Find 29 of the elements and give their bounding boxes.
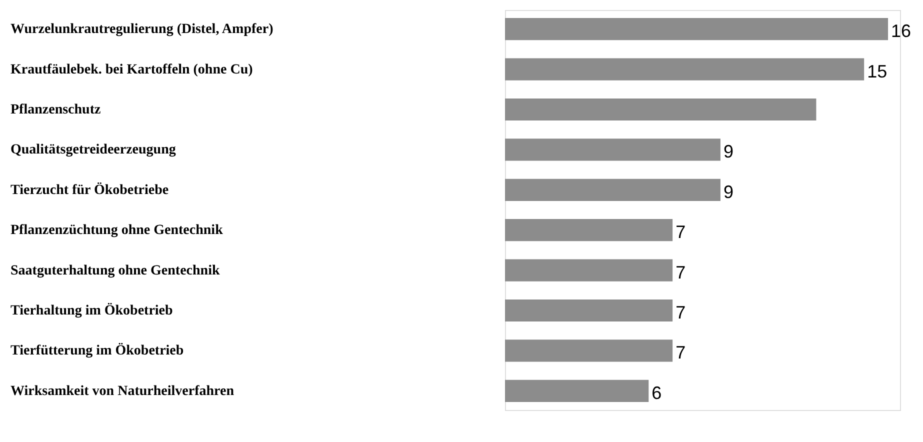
bar xyxy=(505,58,864,80)
data-label: 9 xyxy=(723,182,734,202)
y-tick-label: Wirksamkeit von Naturheilverfahren xyxy=(10,384,234,399)
data-label: 7 xyxy=(676,302,686,323)
bar xyxy=(505,18,888,40)
y-tick-label: Pflanzenschutz xyxy=(10,102,101,118)
y-tick-label: Tierfütterung im Ökobetrieb xyxy=(10,342,184,359)
y-tick-label: Krautfäulebek. bei Kartoffeln (ohne Cu) xyxy=(10,62,254,78)
y-tick-label: Pflanzenzüchtung ohne Gentechnik xyxy=(10,223,224,238)
bar xyxy=(505,178,720,201)
bar xyxy=(505,138,720,161)
bar xyxy=(505,98,816,121)
data-label: 7 xyxy=(676,262,686,282)
data-label: 7 xyxy=(676,222,686,242)
data-label: 9 xyxy=(723,142,734,162)
data-label: 6 xyxy=(652,382,662,403)
data-label: 16 xyxy=(891,21,912,42)
y-tick-label: Wurzelunkrautregulierung (Distel, Ampfer) xyxy=(10,22,274,38)
data-label: 15 xyxy=(867,61,888,82)
data-label: 7 xyxy=(676,342,686,363)
y-tick-label: Qualitätsgetreideerzeugung xyxy=(10,142,176,158)
y-tick-label: Tierzucht für Ökobetriebe xyxy=(10,182,169,198)
bar xyxy=(505,380,649,402)
y-tick-label: Tierhaltung im Ökobetrieb xyxy=(10,302,174,319)
bar xyxy=(505,340,673,362)
bar xyxy=(505,259,673,282)
bar xyxy=(505,299,673,322)
y-tick-label: Saatguterhaltung ohne Gentechnik xyxy=(10,263,220,278)
bar xyxy=(505,219,673,242)
